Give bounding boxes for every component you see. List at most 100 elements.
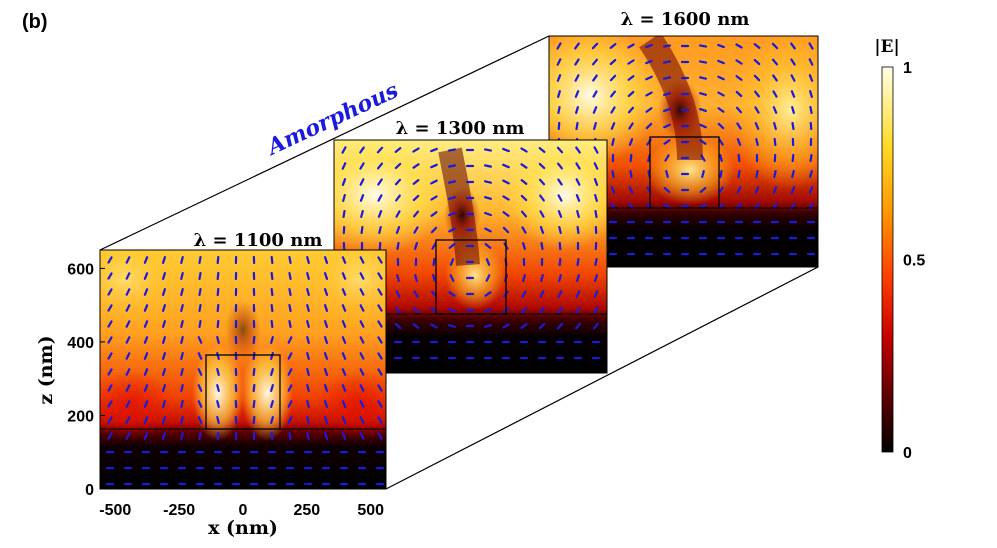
field-arrow (790, 42, 796, 50)
field-arrow (645, 91, 653, 97)
field-arrow (125, 272, 131, 280)
field-arrow (521, 226, 527, 234)
field-arrow (719, 153, 723, 163)
field-arrow (483, 180, 493, 184)
field-arrow (627, 59, 635, 65)
field-arrow (252, 335, 256, 345)
field-arrow (341, 432, 347, 440)
field-arrow (772, 106, 778, 114)
field-arrow (180, 255, 184, 265)
field-arrow (395, 290, 401, 298)
field-arrow (520, 147, 528, 153)
field-arrow (483, 148, 493, 152)
field-arrow (520, 306, 528, 314)
field-arrow (341, 178, 347, 186)
field-arrow (377, 272, 383, 280)
field-arrow (360, 210, 364, 218)
field-arrow (270, 303, 274, 313)
field-arrow (143, 368, 149, 376)
field-arrow (323, 368, 329, 376)
field-arrow (359, 416, 365, 424)
field-arrow (557, 290, 563, 298)
field-arrow (359, 368, 365, 376)
field-arrow (270, 416, 274, 424)
x-tick-label: 0 (239, 502, 248, 519)
field-arrow (430, 211, 438, 217)
field-arrow (197, 400, 203, 408)
field-arrow (609, 58, 617, 66)
field-arrow (161, 432, 167, 440)
field-arrow (772, 90, 778, 98)
field-arrow (107, 288, 113, 296)
field-arrow (448, 291, 456, 297)
field-arrow (414, 273, 418, 283)
field-arrow (447, 164, 457, 168)
field-arrow (270, 400, 274, 408)
field-arrow (718, 138, 724, 146)
field-arrow (288, 303, 292, 313)
field-arrow (197, 416, 203, 424)
field-arrow (125, 368, 131, 376)
field-arrow (556, 42, 562, 50)
panel-title-1100: λ = 1100 nm (194, 230, 323, 251)
field-arrow (359, 336, 365, 344)
field-arrow (557, 210, 563, 218)
field-arrow (627, 106, 635, 114)
field-arrow (558, 225, 562, 235)
field-arrow (377, 416, 383, 424)
field-arrow (556, 58, 562, 66)
field-arrow (629, 153, 633, 163)
field-arrow (735, 59, 743, 65)
field-arrow (773, 122, 777, 130)
field-arrow (430, 179, 438, 185)
field-arrow (197, 384, 203, 392)
field-arrow (412, 210, 420, 218)
field-arrow (161, 304, 167, 312)
field-arrow (377, 400, 383, 408)
field-arrow (394, 178, 402, 186)
field-arrow (736, 186, 742, 194)
field-arrow (699, 107, 707, 113)
field-arrow (430, 226, 438, 234)
field-arrow (737, 169, 741, 179)
field-arrow (180, 399, 184, 409)
field-arrow (663, 123, 671, 129)
field-arrow (180, 431, 184, 441)
field-arrow (252, 399, 256, 409)
field-arrow (539, 226, 545, 234)
field-arrow (592, 74, 598, 82)
field-arrow (627, 90, 635, 98)
field-arrow (610, 90, 616, 98)
field-arrow (717, 75, 725, 81)
field-arrow (161, 352, 167, 360)
field-arrow (341, 272, 347, 280)
field-arrow (323, 304, 329, 312)
field-arrow (520, 194, 528, 202)
field-arrow (198, 287, 202, 297)
field-arrow (575, 146, 581, 154)
field-arrow (663, 92, 671, 96)
field-arrow (306, 336, 310, 344)
field-arrow (502, 179, 510, 185)
field-arrow (341, 400, 347, 408)
colorbar-tick-label: 0 (903, 445, 912, 462)
field-arrow (485, 274, 491, 282)
field-arrow (341, 368, 347, 376)
field-arrow (754, 122, 760, 130)
field-arrow (216, 367, 220, 377)
field-arrow (359, 320, 365, 328)
field-arrow (143, 384, 149, 392)
field-arrow (538, 322, 546, 330)
field-arrow (809, 121, 813, 131)
field-arrow (161, 288, 167, 296)
field-arrow (198, 431, 202, 441)
field-arrow (323, 288, 329, 296)
field-arrow (662, 44, 672, 48)
field-arrow (521, 242, 527, 250)
field-arrow (377, 384, 383, 392)
front-panel-axes: -500 -250 0 250 500 0 200 400 600 (67, 261, 384, 519)
field-arrow (717, 59, 725, 65)
field-arrow (557, 90, 561, 98)
field-arrow (323, 352, 329, 360)
